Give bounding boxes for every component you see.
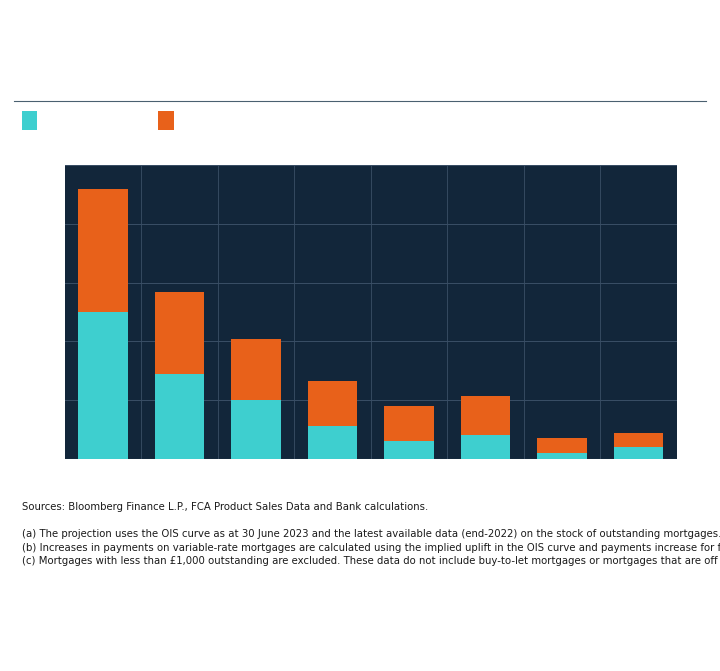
X-axis label: Monthly mortgage payment increase (£): Monthly mortgage payment increase (£) xyxy=(244,482,498,496)
Bar xyxy=(22,111,37,130)
Bar xyxy=(461,435,510,459)
Text: Number of mortgages (millions): Number of mortgages (millions) xyxy=(25,140,214,154)
Bar xyxy=(231,339,281,400)
Bar xyxy=(384,406,434,441)
Text: mortgage costs, for end-2023 and end-2026: mortgage costs, for end-2023 and end-202… xyxy=(22,64,325,78)
Text: Chart 2.3: Mortgage payments will increase for many households: Chart 2.3: Mortgage payments will increa… xyxy=(22,12,562,28)
Text: 2023 Q4: 2023 Q4 xyxy=(43,113,112,128)
Bar xyxy=(461,397,510,435)
Bar xyxy=(231,400,281,459)
Bar xyxy=(155,292,204,374)
Bar xyxy=(613,433,663,447)
Text: Number of owner-occupier mortgages which will experience increases in monthly: Number of owner-occupier mortgages which… xyxy=(22,42,581,56)
Bar xyxy=(537,437,587,453)
Text: 2026 Q4: 2026 Q4 xyxy=(180,113,248,128)
Bar xyxy=(78,189,128,312)
Bar xyxy=(537,453,587,459)
Bar xyxy=(613,447,663,459)
Text: (a) (b) (c): (a) (b) (c) xyxy=(328,64,384,74)
Bar xyxy=(78,312,128,459)
Bar xyxy=(384,441,434,459)
Text: Sources: Bloomberg Finance L.P., FCA Product Sales Data and Bank calculations.

: Sources: Bloomberg Finance L.P., FCA Pro… xyxy=(22,502,720,566)
Bar xyxy=(307,426,357,459)
Bar xyxy=(155,374,204,459)
Bar xyxy=(307,381,357,426)
Bar xyxy=(158,111,174,130)
